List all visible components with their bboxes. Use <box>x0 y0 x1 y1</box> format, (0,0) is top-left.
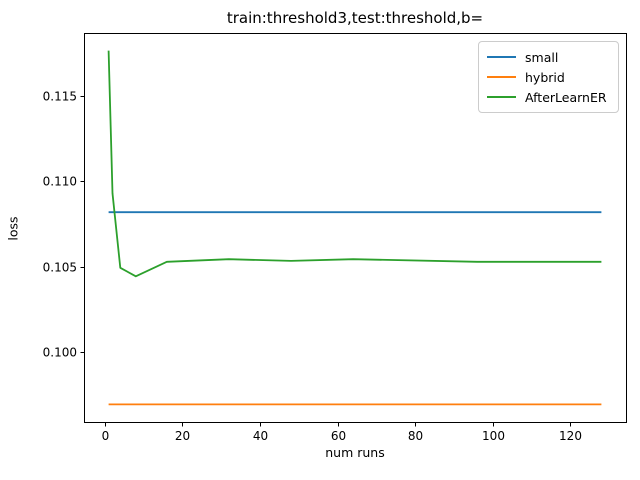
x-tick-label: 40 <box>253 429 268 443</box>
legend-line-swatch <box>487 96 516 98</box>
legend-label: small <box>525 49 559 65</box>
legend-item: hybrid <box>487 67 610 87</box>
legend-item: AfterLearnER <box>487 87 610 107</box>
legend-item: small <box>487 47 610 67</box>
y-tick-label: 0.115 <box>43 90 77 104</box>
x-axis-label: num runs <box>325 445 385 460</box>
x-tick-label: 0 <box>102 429 110 443</box>
y-tick-label: 0.100 <box>43 346 77 360</box>
legend-label: AfterLearnER <box>525 89 607 105</box>
legend-label: hybrid <box>525 69 565 85</box>
legend: small hybrid AfterLearnER <box>478 41 619 113</box>
series-line-AfterLearnER <box>107 50 602 278</box>
legend-line-swatch <box>487 56 516 58</box>
y-axis-label: loss <box>5 216 21 241</box>
x-tick-label: 60 <box>331 429 346 443</box>
plot-frame <box>84 33 627 423</box>
x-tick-label: 100 <box>482 429 505 443</box>
x-tick-label: 120 <box>559 429 582 443</box>
x-tick-label: 20 <box>175 429 190 443</box>
legend-line-swatch <box>487 76 516 78</box>
x-tick-label: 80 <box>408 429 423 443</box>
chart-title: train:threshold3,test:threshold,b= <box>226 9 484 27</box>
y-tick-label: 0.110 <box>43 175 77 189</box>
y-tick-label: 0.105 <box>43 261 77 275</box>
